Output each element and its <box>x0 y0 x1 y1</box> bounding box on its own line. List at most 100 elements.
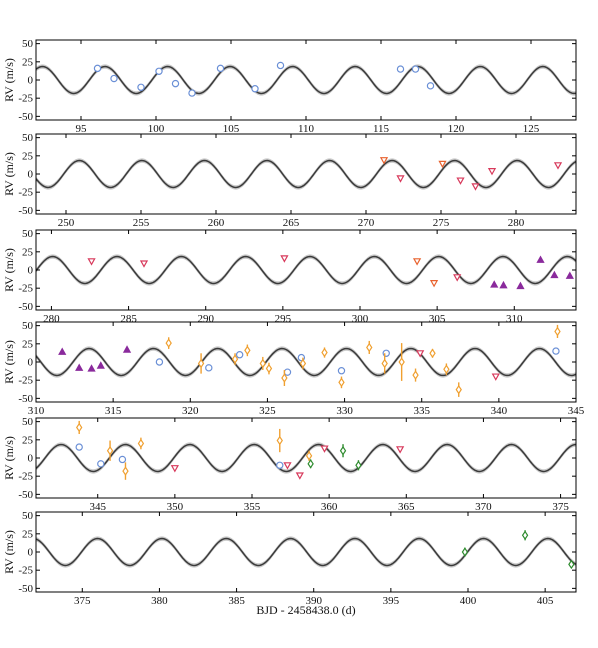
data-point <box>87 258 96 266</box>
x-tick-label: 400 <box>460 595 477 607</box>
data-point <box>276 61 285 70</box>
data-point <box>429 348 436 359</box>
model-curve <box>36 346 576 378</box>
model-line <box>36 443 576 473</box>
data-point <box>251 85 259 93</box>
panel-6: 50 25 0 -25 -50 375 380 385 390 395 400 405 RV (m/s) <box>2 510 577 607</box>
data-point <box>461 547 469 557</box>
x-tick-label: 325 <box>259 405 276 417</box>
data-points <box>461 530 575 570</box>
y-axis-label: RV (m/s) <box>2 248 16 292</box>
data-point <box>491 373 500 381</box>
x-tick-label: 315 <box>105 405 122 417</box>
data-points <box>379 157 563 191</box>
data-point <box>299 358 307 369</box>
x-tick-label: 100 <box>148 123 165 135</box>
y-tick-label: 25 <box>22 246 34 258</box>
y-tick-label: 50 <box>22 510 34 522</box>
y-tick-label: 50 <box>22 320 34 332</box>
data-point <box>93 64 102 73</box>
x-tick-label: 285 <box>120 313 137 325</box>
panel-3: 50 25 0 -25 -50 280 285 290 295 300 305 310 RV (m/s) <box>2 228 577 325</box>
x-tick-label: 370 <box>475 501 492 513</box>
y-tick-label: -50 <box>18 205 33 217</box>
data-point <box>97 460 105 468</box>
data-point <box>281 373 288 383</box>
y-tick-label: 25 <box>22 528 34 540</box>
x-tick-label: 350 <box>167 501 184 513</box>
data-point <box>283 368 292 376</box>
x-tick-label: 260 <box>208 217 225 229</box>
x-tick-label: 280 <box>43 313 60 325</box>
data-point <box>216 64 225 73</box>
data-point <box>521 530 529 541</box>
model-band <box>36 64 576 96</box>
y-tick-label: 0 <box>28 357 34 369</box>
x-tick-label: 120 <box>448 123 465 135</box>
model-curve <box>36 158 576 190</box>
data-point <box>554 326 561 337</box>
data-point <box>320 445 329 453</box>
y-tick-label: -25 <box>18 375 33 387</box>
data-point <box>443 364 450 375</box>
data-point <box>122 345 132 353</box>
model-line <box>36 347 576 377</box>
data-point <box>259 358 267 369</box>
y-tick-label: 0 <box>28 169 34 181</box>
x-tick-label: 380 <box>151 595 168 607</box>
y-axis-label: RV (m/s) <box>2 58 16 102</box>
data-points <box>75 420 405 480</box>
data-point <box>366 342 373 353</box>
data-point <box>471 183 480 191</box>
x-tick-label: 275 <box>433 217 450 229</box>
data-point <box>110 74 118 83</box>
data-point <box>87 364 96 372</box>
model-curve <box>36 536 576 568</box>
x-tick-label: 270 <box>358 217 375 229</box>
y-tick-label: -25 <box>18 187 33 199</box>
y-tick-label: 25 <box>22 338 34 350</box>
data-point <box>412 370 419 380</box>
data-point <box>235 351 244 359</box>
y-tick-label: 25 <box>22 434 34 446</box>
data-point <box>155 67 163 75</box>
y-tick-label: -50 <box>18 111 33 123</box>
data-point <box>75 443 83 451</box>
data-point <box>487 168 497 176</box>
x-axis-label: BJD - 2458438.0 (d) <box>256 603 355 617</box>
y-tick-label: -25 <box>18 471 33 483</box>
data-point <box>170 465 179 473</box>
x-tick-label: 310 <box>28 405 45 417</box>
y-tick-label: -50 <box>18 489 33 501</box>
x-tick-label: 390 <box>305 595 322 607</box>
x-tick-label: 305 <box>429 313 446 325</box>
y-tick-label: 50 <box>22 132 34 144</box>
data-point <box>536 255 545 263</box>
data-point <box>188 89 196 97</box>
model-band <box>36 254 576 286</box>
data-point <box>58 347 67 355</box>
x-tick-label: 345 <box>89 501 106 513</box>
y-axis-label: RV (m/s) <box>2 530 16 574</box>
data-points <box>87 255 574 290</box>
y-axis-label: RV (m/s) <box>2 340 16 384</box>
model-line <box>36 65 576 95</box>
data-point <box>171 79 180 88</box>
y-tick-label: -25 <box>18 93 33 105</box>
data-point <box>396 175 405 183</box>
panel-frame <box>35 133 577 215</box>
data-point <box>553 162 563 170</box>
y-axis-label: RV (m/s) <box>2 436 16 480</box>
data-point <box>396 65 405 73</box>
x-tick-label: 280 <box>508 217 525 229</box>
y-tick-label: -25 <box>18 283 33 295</box>
model-band <box>36 346 576 378</box>
x-tick-label: 330 <box>336 405 353 417</box>
x-tick-label: 295 <box>275 313 292 325</box>
data-point <box>137 438 145 449</box>
data-point <box>411 65 420 73</box>
data-point <box>395 446 405 454</box>
y-tick-label: 0 <box>28 547 34 559</box>
data-point <box>276 435 283 446</box>
